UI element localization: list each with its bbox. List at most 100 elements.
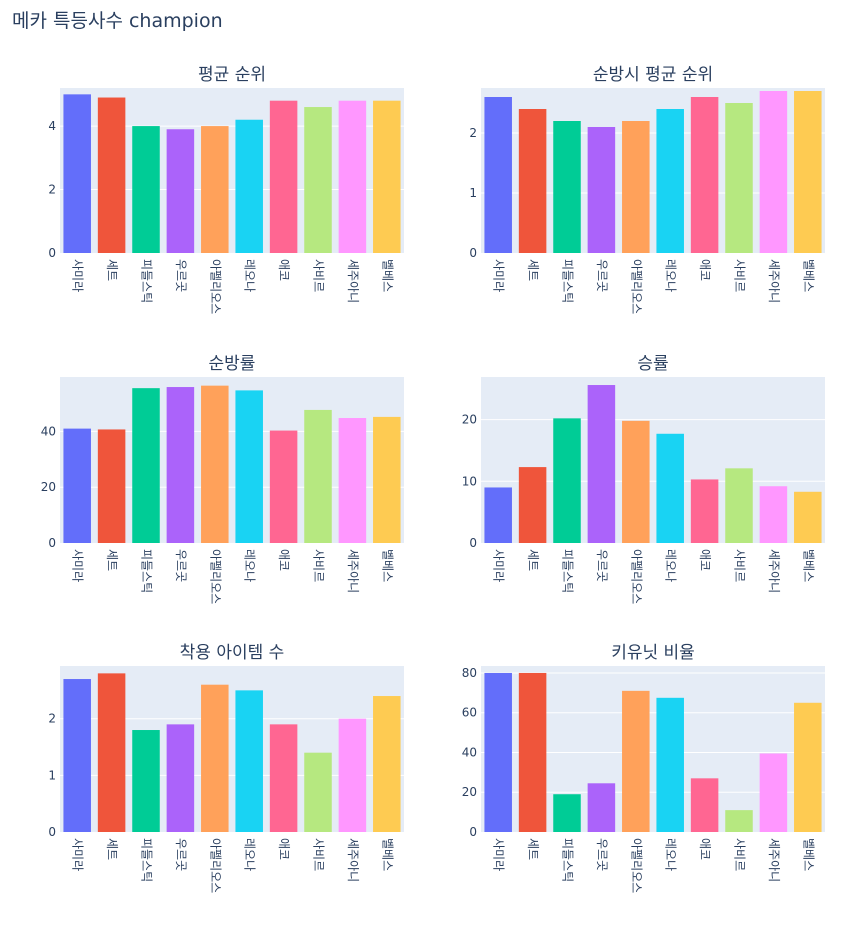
x-tick-label: 피들스틱 [140, 838, 154, 882]
bar [794, 491, 822, 543]
bar [553, 418, 581, 543]
y-tick-label: 1 [48, 768, 56, 782]
bar [518, 467, 547, 543]
x-tick-label: 세주아니 [767, 549, 781, 593]
y-tick-label: 60 [462, 706, 477, 720]
x-tick-label: 우르곳 [595, 838, 609, 871]
y-tick-label: 20 [462, 785, 477, 799]
y-tick-label: 2 [48, 183, 56, 197]
bar [373, 696, 401, 832]
y-tick-label: 0 [48, 246, 56, 260]
bar [304, 752, 332, 832]
bar [690, 97, 719, 253]
bar [759, 753, 788, 832]
y-tick-label: 40 [41, 424, 56, 438]
bar [338, 100, 367, 253]
bar [656, 697, 684, 832]
x-tick-label: 세트 [526, 838, 540, 860]
x-tick-label: 애코 [698, 549, 712, 571]
x-tick-label: 애코 [698, 259, 712, 281]
x-tick-label: 사미라 [492, 838, 506, 871]
bar [235, 119, 263, 253]
bar [166, 724, 195, 832]
x-tick-label: 아펠리오스 [629, 549, 643, 604]
x-tick-label: 아펠리오스 [629, 838, 643, 893]
x-tick-label: 벨베스 [801, 259, 815, 292]
bar [97, 429, 126, 543]
bar [794, 702, 822, 832]
x-tick-label: 피들스틱 [561, 549, 575, 593]
x-tick-label: 세주아니 [346, 838, 360, 882]
x-tick-label: 레오나 [664, 549, 678, 582]
x-tick-label: 사미라 [71, 549, 85, 582]
x-tick-label: 벨베스 [380, 259, 394, 292]
x-tick-label: 사비르 [733, 259, 747, 292]
x-tick-label: 레오나 [664, 259, 678, 292]
y-tick-label: 0 [469, 536, 477, 550]
y-tick-label: 20 [462, 413, 477, 427]
bar [63, 428, 91, 543]
y-tick-label: 2 [469, 126, 477, 140]
bar [373, 416, 401, 543]
subplot-title: 순방률 [209, 354, 256, 374]
x-tick-label: 사비르 [312, 259, 326, 292]
bar [166, 387, 195, 543]
bar [794, 91, 822, 253]
bar [484, 487, 512, 543]
bar [235, 690, 263, 832]
x-tick-label: 피들스틱 [140, 549, 154, 593]
bar [587, 385, 616, 543]
y-tick-label: 10 [462, 474, 477, 488]
bar [63, 94, 91, 253]
bar [63, 679, 91, 832]
x-tick-label: 벨베스 [801, 549, 815, 582]
bar [725, 103, 753, 253]
x-tick-label: 사비르 [312, 549, 326, 582]
bar [518, 109, 547, 253]
bar [304, 409, 332, 543]
subplot-title: 착용 아이템 수 [180, 643, 285, 663]
x-tick-label: 사비르 [312, 838, 326, 871]
x-tick-label: 우르곳 [595, 259, 609, 292]
bar [656, 109, 684, 253]
x-tick-label: 사미라 [492, 549, 506, 582]
bar [97, 97, 126, 254]
bar [132, 388, 160, 543]
bar [269, 430, 298, 543]
bar [269, 724, 298, 832]
bar [338, 718, 367, 832]
bar [656, 433, 684, 543]
x-tick-label: 레오나 [243, 838, 257, 871]
bar [97, 673, 126, 832]
bar [201, 684, 229, 832]
bar [759, 486, 788, 543]
bar [201, 126, 229, 253]
bar [622, 121, 650, 253]
x-tick-label: 피들스틱 [561, 259, 575, 303]
x-tick-label: 아펠리오스 [208, 259, 222, 314]
x-tick-label: 세주아니 [767, 259, 781, 303]
y-tick-label: 0 [48, 536, 56, 550]
y-tick-label: 20 [41, 480, 56, 494]
y-tick-label: 0 [469, 825, 477, 839]
x-tick-label: 애코 [698, 838, 712, 860]
bar [725, 810, 753, 832]
x-tick-label: 사미라 [492, 259, 506, 292]
x-tick-label: 벨베스 [380, 549, 394, 582]
subplot-title: 승률 [637, 354, 668, 374]
y-tick-label: 0 [48, 825, 56, 839]
bar [587, 783, 616, 832]
bar [132, 730, 160, 832]
bar [373, 100, 401, 253]
x-tick-label: 우르곳 [174, 549, 188, 582]
x-tick-label: 세주아니 [346, 259, 360, 303]
x-tick-label: 세트 [105, 549, 119, 571]
y-tick-label: 40 [462, 745, 477, 759]
bar [269, 100, 298, 253]
bar [338, 418, 367, 543]
